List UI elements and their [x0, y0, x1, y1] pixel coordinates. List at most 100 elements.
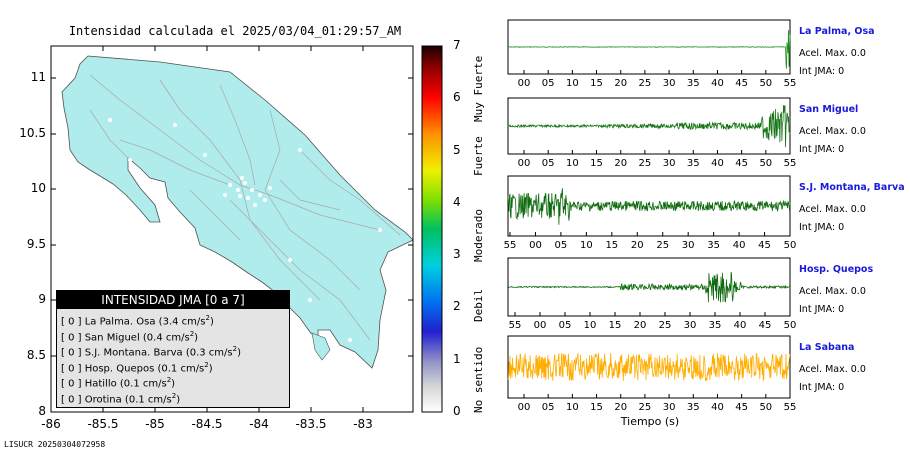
station-int-jma: Int JMA: 0	[799, 382, 845, 393]
map-frame	[50, 45, 414, 413]
costa-rica-land	[61, 55, 413, 369]
waveform-tick-label: 00	[517, 158, 531, 169]
legend-row-text: [ 0 ] S.J. Montana. Barva (0.3 cm/s	[61, 347, 233, 359]
colorbar-tick-label: 1	[453, 351, 461, 366]
legend-row-close: )	[237, 347, 241, 359]
waveform-tick-label: 35	[708, 320, 722, 331]
legend-row-close: )	[194, 331, 199, 343]
waveform-trace	[508, 271, 791, 303]
legend-row: [ 0 ] San Miguel (0.4 cm/s2)	[57, 327, 289, 343]
waveform-tick-label: 05	[558, 320, 572, 331]
colorbar-tick-label: 5	[453, 142, 461, 157]
waveform-tick-label: 20	[614, 158, 628, 169]
legend-row: [ 0 ] Hosp. Quepos (0.1 cm/s2)	[57, 358, 289, 374]
station-int-jma: Int JMA: 0	[799, 222, 845, 233]
map-x-tick-label: -83	[353, 417, 373, 431]
waveform-tick-label: 00	[517, 402, 531, 413]
legend-row-text: [ 0 ] Hatillo (0.1 cm/s	[61, 378, 167, 390]
legend-unit-exponent: 2	[171, 391, 177, 400]
waveform-tick-label: 45	[735, 402, 748, 413]
waveform-tick-label: 40	[711, 158, 724, 169]
legend-row-close: )	[176, 393, 181, 405]
legend-unit-exponent: 2	[232, 345, 238, 353]
waveform-tick-label: 10	[565, 158, 579, 169]
map-x-tick-label: -85.5	[87, 417, 119, 431]
map-x-tick-label: -84	[249, 417, 269, 431]
station-acel-max: Acel. Max. 0.0	[799, 286, 866, 297]
waveform-tick-label: 25	[658, 320, 672, 331]
legend-row-text: [ 0 ] San Miguel (0.4 cm/s	[61, 331, 190, 343]
map-y-tick-label: 9.5	[26, 237, 46, 251]
legend-row-close: )	[209, 316, 214, 328]
waveform-tick-label: 20	[614, 78, 628, 89]
waveform-tick-label: 40	[732, 240, 746, 251]
waveform-tick-label: 10	[583, 320, 597, 331]
time-axis-label: Tiempo (s)	[620, 415, 680, 428]
map-y-tick-label: 9	[38, 292, 46, 306]
waveform-tick-label: 15	[590, 78, 603, 89]
legend-row-text: [ 0 ] La Palma. Osa (3.4 cm/s	[61, 316, 206, 328]
waveform-tick-label: 30	[681, 240, 695, 251]
waveform-tick-label: 50	[759, 78, 773, 89]
waveform-tick-label: 45	[735, 158, 748, 169]
legend-unit-exponent: 2	[189, 329, 195, 338]
waveform-tick-label: 30	[683, 320, 697, 331]
waveform-tick-label: 15	[608, 320, 622, 331]
legend-row-text: [ 0 ] Orotina (0.1 cm/s	[61, 393, 172, 405]
waveform-tick-label: 00	[517, 78, 531, 89]
station-int-jma: Int JMA: 0	[799, 66, 845, 77]
map-y-tick-label: 10	[30, 181, 46, 195]
waveform-tick-label: 55	[503, 240, 517, 251]
map-x-tick-label: -85	[145, 417, 165, 431]
waveform-tick-label: 05	[541, 402, 555, 413]
map-y-tick-label: 11	[30, 70, 46, 84]
legend-unit-exponent: 2	[166, 376, 172, 384]
waveform-tick-label: 20	[633, 320, 647, 331]
station-acel-max: Acel. Max. 0.0	[799, 48, 866, 59]
legend-unit-exponent: 2	[204, 360, 209, 369]
legend-title: INTENSIDAD JMA [0 a 7]	[57, 291, 289, 309]
waveform-tick-label: 35	[686, 78, 700, 89]
waveform-tick-label: 55	[783, 158, 797, 169]
waveform-tick-label: 55	[783, 78, 797, 89]
station-name: S.J. Montana, Barva	[799, 182, 905, 193]
waveform-tick-label: 05	[541, 78, 555, 89]
colorbar-tick-label: 6	[453, 90, 461, 105]
colorbar-tick-label: 7	[453, 38, 461, 52]
waveform-tick-label: 05	[554, 240, 568, 251]
waveform-tick-label: 50	[759, 402, 773, 413]
waveform-tick-label: 25	[656, 240, 670, 251]
map-x-tick-label: -86	[41, 417, 61, 431]
map-x-tick-label: -84.5	[191, 417, 223, 431]
waveform-trace	[508, 29, 791, 69]
legend-unit-exponent: 2	[205, 314, 210, 322]
legend-row: [ 0 ] S.J. Montana. Barva (0.3 cm/s2)	[57, 342, 289, 358]
station-name: Hosp. Quepos	[799, 264, 874, 275]
map-y-tick-label: 8.5	[26, 348, 46, 362]
legend-row-close: )	[208, 362, 213, 374]
station-int-jma: Int JMA: 0	[799, 144, 845, 155]
map-y-tick-label: 8	[38, 404, 46, 418]
waveform-tick-label: 15	[605, 240, 619, 251]
waveform-tick-label: 30	[662, 78, 676, 89]
colorbar-tick-label: 2	[453, 299, 461, 314]
legend-row: [ 0 ] Hatillo (0.1 cm/s2)	[57, 373, 289, 389]
waveform-tick-label: 55	[783, 402, 797, 413]
legend-row-text: [ 0 ] Hosp. Quepos (0.1 cm/s	[61, 362, 205, 374]
map-y-tick-label: 10.5	[19, 126, 46, 140]
station-acel-max: Acel. Max. 0.0	[799, 364, 866, 375]
waveform-tick-label: 50	[783, 320, 797, 331]
waveform-tick-label: 40	[711, 78, 724, 89]
waveform-trace	[507, 188, 791, 225]
waveform-tick-label: 35	[707, 240, 720, 251]
waveform-tick-label: 10	[565, 78, 579, 89]
waveform-tick-label: 30	[662, 158, 676, 169]
station-acel-max: Acel. Max. 0.0	[799, 204, 866, 215]
waveform-tick-label: 05	[541, 158, 555, 169]
map-points	[108, 118, 382, 342]
waveform-tick-label: 30	[662, 402, 676, 413]
station-acel-max: Acel. Max. 0.0	[799, 126, 866, 137]
station-name: La Sabana	[799, 342, 855, 353]
intensity-legend: INTENSIDAD JMA [0 a 7] [ 0 ] La Palma. O…	[56, 290, 290, 408]
waveform-tick-label: 20	[614, 402, 628, 413]
